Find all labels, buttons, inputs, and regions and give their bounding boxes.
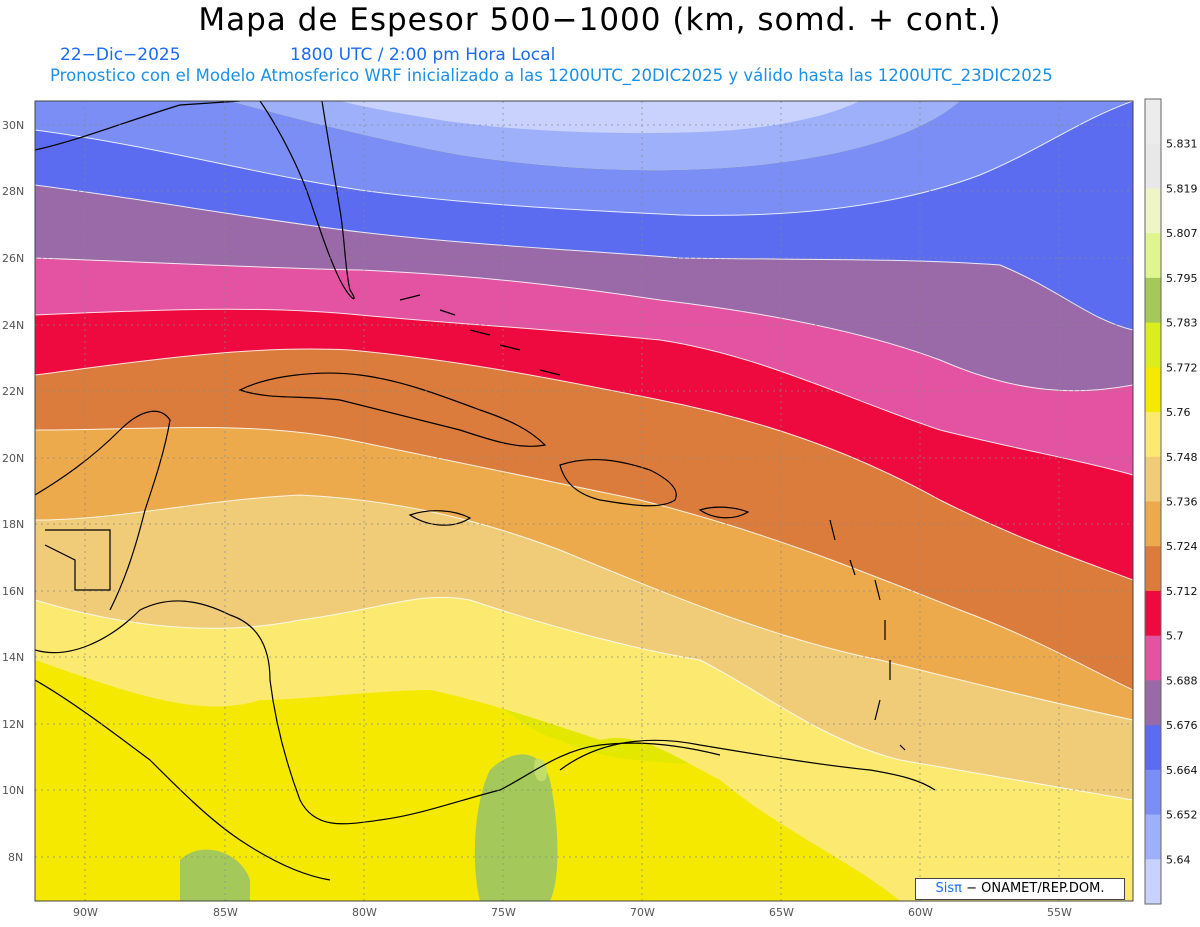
colorbar-cap bbox=[1145, 99, 1161, 144]
lon-label: 70W bbox=[630, 906, 655, 919]
credit-box: Sisπ − ONAMET/REP.DOM. bbox=[915, 878, 1125, 900]
mexico-border bbox=[44, 529, 111, 591]
lat-label: 12N bbox=[2, 718, 24, 731]
colorbar-label: 5.819 bbox=[1166, 182, 1198, 195]
colorbar-label: 5.772 bbox=[1166, 361, 1198, 374]
colorbar-label: 5.712 bbox=[1166, 585, 1198, 598]
lat-label: 10N bbox=[2, 784, 24, 797]
band-5640 bbox=[340, 101, 860, 134]
colorbar-label: 5.807 bbox=[1166, 227, 1198, 240]
lesser-antilles bbox=[829, 519, 906, 751]
lon-label: 60W bbox=[908, 906, 933, 919]
central-america-coast bbox=[35, 600, 721, 825]
forecast-time: 1800 UTC / 2:00 pm Hora Local bbox=[290, 45, 556, 65]
lat-label: 28N bbox=[2, 185, 24, 198]
colorbar-label: 5.724 bbox=[1166, 540, 1198, 553]
colorbar-swatch bbox=[1145, 277, 1161, 324]
forecast-description: Pronostico con el Modelo Atmosferico WRF… bbox=[50, 66, 1053, 85]
florida-coast bbox=[35, 101, 355, 300]
yucatan-coast bbox=[35, 410, 171, 611]
colorbar-swatch bbox=[1145, 680, 1161, 726]
colorbar-swatch bbox=[1145, 188, 1161, 234]
pacific-coast bbox=[35, 679, 331, 881]
colorbar-label: 5.64 bbox=[1166, 853, 1191, 866]
lat-label: 26N bbox=[2, 252, 24, 265]
lat-label: 18N bbox=[2, 518, 24, 531]
colorbar-swatch bbox=[1145, 456, 1161, 502]
lat-label: 24N bbox=[2, 319, 24, 332]
colorbar-swatch bbox=[1145, 725, 1161, 771]
colorbar-label: 5.831 bbox=[1166, 138, 1198, 151]
jamaica-coast bbox=[408, 510, 472, 526]
hispaniola-coast bbox=[559, 458, 677, 507]
contour-lines bbox=[35, 101, 1133, 801]
colorbar-swatch bbox=[1145, 546, 1161, 592]
lon-label: 80W bbox=[352, 906, 377, 919]
map-frame bbox=[34, 100, 1134, 902]
colorbar-swatch bbox=[1145, 322, 1161, 368]
south-america-coast bbox=[559, 739, 936, 791]
colorbar-label: 5.652 bbox=[1166, 809, 1198, 822]
contour-fill-layer bbox=[35, 101, 1133, 901]
lon-label: 55W bbox=[1047, 906, 1072, 919]
colorbar-swatch bbox=[1145, 412, 1161, 458]
colorbar-swatch bbox=[1145, 769, 1161, 816]
colorbar-swatch bbox=[1145, 814, 1161, 860]
lon-label: 90W bbox=[73, 906, 98, 919]
graticule bbox=[35, 101, 1133, 901]
colorbar-label: 5.76 bbox=[1166, 406, 1191, 419]
colorbar-swatch bbox=[1145, 859, 1161, 905]
colorbar-label: 5.7 bbox=[1166, 630, 1184, 643]
band-5736 bbox=[35, 427, 1133, 720]
band-5664 bbox=[35, 101, 1133, 216]
band-5676 bbox=[35, 101, 1133, 330]
lon-label: 65W bbox=[769, 906, 794, 919]
colorbar-label: 5.676 bbox=[1166, 719, 1198, 732]
latitude-axis: 30N 28N 26N 24N 22N 20N 18N 16N 14N 12N … bbox=[2, 119, 24, 864]
lat-label: 30N bbox=[2, 119, 24, 132]
coastlines bbox=[35, 101, 936, 881]
band-5724 bbox=[35, 349, 1133, 690]
credit-text: − ONAMET/REP.DOM. bbox=[966, 881, 1105, 896]
colorbar-swatch bbox=[1145, 143, 1161, 189]
colorbar-label: 5.748 bbox=[1166, 451, 1198, 464]
band-5795-pocket-2 bbox=[180, 849, 250, 901]
cuba-coast bbox=[238, 372, 547, 447]
colorbar-swatch bbox=[1145, 590, 1161, 637]
puertorico-coast bbox=[698, 506, 750, 519]
colorbar-frame bbox=[1144, 98, 1162, 905]
colorbar-label: 5.736 bbox=[1166, 496, 1198, 509]
colorbar: 5.831 5.819 5.807 5.795 5.783 5.772 5.76 5.748 5… bbox=[1144, 98, 1198, 905]
colorbar-swatch bbox=[1145, 501, 1161, 547]
sispi-logo: Sisπ bbox=[935, 881, 962, 896]
colorbar-label: 5.664 bbox=[1166, 764, 1198, 777]
lat-label: 16N bbox=[2, 585, 24, 598]
band-5688 bbox=[35, 185, 1133, 391]
colorbar-label: 5.783 bbox=[1166, 317, 1198, 330]
colorbar-swatch bbox=[1145, 233, 1161, 279]
lon-label: 75W bbox=[491, 906, 516, 919]
colorbar-label: 5.688 bbox=[1166, 674, 1198, 687]
lon-label: 85W bbox=[213, 906, 238, 919]
lat-label: 14N bbox=[2, 651, 24, 664]
band-5700 bbox=[35, 258, 1133, 475]
map-title: Mapa de Espesor 500−1000 (km, somd. + co… bbox=[198, 2, 1002, 38]
forecast-date: 22−Dic−2025 bbox=[60, 45, 181, 65]
lat-label: 8N bbox=[8, 851, 23, 864]
longitude-axis: 90W 85W 80W 75W 70W 65W 60W 55W bbox=[73, 906, 1072, 919]
bahamas bbox=[399, 294, 561, 376]
colorbar-swatch bbox=[1145, 367, 1161, 413]
band-5712 bbox=[35, 309, 1133, 580]
colorbar-swatch bbox=[1145, 635, 1161, 681]
band-5760 bbox=[35, 597, 1133, 901]
colorbar-label: 5.795 bbox=[1166, 272, 1198, 285]
lat-label: 20N bbox=[2, 452, 24, 465]
lat-label: 22N bbox=[2, 385, 24, 398]
